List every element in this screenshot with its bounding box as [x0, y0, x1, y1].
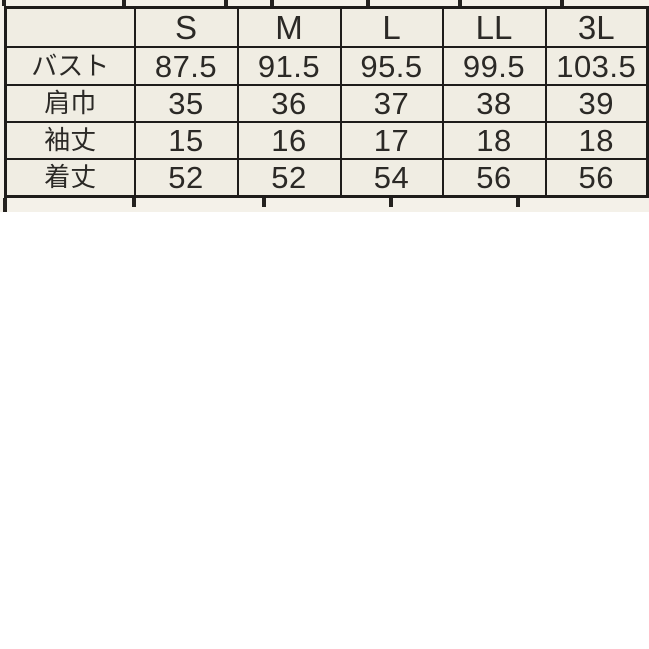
cell-sleeve-m: 16: [236, 120, 342, 160]
corner-cell: [4, 6, 136, 49]
row-label-sleeve: 袖丈: [4, 120, 136, 160]
column-header-3l: 3L: [544, 6, 649, 49]
scan-artifact-tick: [560, 0, 564, 6]
cell-bust-l: 95.5: [339, 46, 444, 86]
cell-shoulder-l: 37: [339, 83, 444, 123]
scan-artifact-tick: [270, 0, 274, 6]
size-chart-table: S M L LL 3L バスト 87.5 91.5 95.5 99.5 103.…: [4, 6, 649, 198]
cell-sleeve-s: 15: [133, 120, 239, 160]
cell-length-l: 54: [339, 157, 444, 198]
cell-length-s: 52: [133, 157, 239, 198]
table-row-length: 着丈 52 52 54 56 56: [4, 157, 649, 198]
scan-artifact-tick: [262, 198, 266, 207]
scan-artifact-tick: [122, 0, 126, 6]
scan-artifact-tick: [366, 0, 370, 6]
cell-length-m: 52: [236, 157, 342, 198]
row-label-bust: バスト: [4, 46, 136, 86]
cell-shoulder-s: 35: [133, 83, 239, 123]
cell-shoulder-ll: 38: [441, 83, 547, 123]
cell-bust-ll: 99.5: [441, 46, 547, 86]
cell-shoulder-3l: 39: [544, 83, 649, 123]
scan-artifact-tick: [224, 0, 228, 6]
scan-artifact-tick: [458, 0, 462, 6]
row-label-length: 着丈: [4, 157, 136, 198]
cell-bust-s: 87.5: [133, 46, 239, 86]
column-header-l: L: [339, 6, 444, 49]
scan-artifact-tick: [516, 198, 520, 207]
scan-artifact-tick: [132, 198, 136, 207]
table-row-shoulder: 肩巾 35 36 37 38 39: [4, 83, 649, 123]
cell-length-3l: 56: [544, 157, 649, 198]
cell-bust-3l: 103.5: [544, 46, 649, 86]
column-header-m: M: [236, 6, 342, 49]
cell-bust-m: 91.5: [236, 46, 342, 86]
cell-shoulder-m: 36: [236, 83, 342, 123]
header-row: S M L LL 3L: [4, 6, 649, 49]
row-label-shoulder: 肩巾: [4, 83, 136, 123]
scan-artifact-tick: [3, 198, 7, 212]
cell-sleeve-ll: 18: [441, 120, 547, 160]
cell-length-ll: 56: [441, 157, 547, 198]
scan-artifact-tick: [2, 0, 6, 6]
table-row-bust: バスト 87.5 91.5 95.5 99.5 103.5: [4, 46, 649, 86]
cell-sleeve-l: 17: [339, 120, 444, 160]
column-header-ll: LL: [441, 6, 547, 49]
scan-artifact-tick: [389, 198, 393, 207]
column-header-s: S: [133, 6, 239, 49]
table-row-sleeve: 袖丈 15 16 17 18 18: [4, 120, 649, 160]
cell-sleeve-3l: 18: [544, 120, 649, 160]
